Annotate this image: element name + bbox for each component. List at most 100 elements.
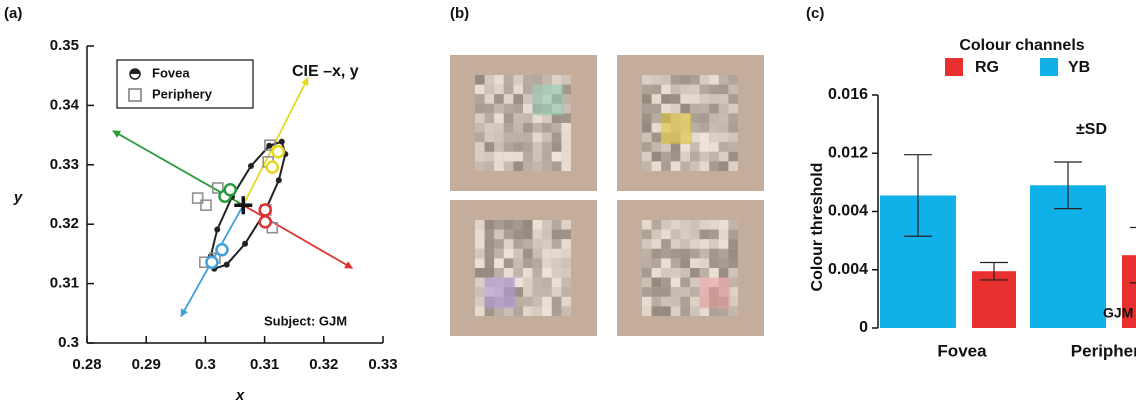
mosaic-cell bbox=[719, 220, 729, 230]
mosaic-cell bbox=[542, 278, 552, 288]
legend-label: Periphery bbox=[152, 86, 213, 101]
mosaic-cell bbox=[485, 152, 495, 162]
x-tick-label: Periphery bbox=[1071, 341, 1136, 360]
mosaic-cell bbox=[523, 113, 533, 123]
mosaic-cell bbox=[542, 220, 552, 230]
mosaic-cell bbox=[485, 123, 495, 133]
mosaic-cell bbox=[561, 142, 571, 152]
mosaic-cell bbox=[690, 94, 700, 104]
mosaic-cell bbox=[709, 268, 719, 278]
mosaic-cell bbox=[652, 133, 662, 143]
mosaic-cell bbox=[700, 123, 710, 133]
mosaic-cell bbox=[680, 306, 690, 316]
mosaic-cell bbox=[494, 239, 504, 249]
legend-label: YB bbox=[1068, 59, 1090, 76]
mosaic-cell bbox=[661, 85, 671, 95]
x-axis-label: x bbox=[235, 387, 245, 404]
mosaic-cell bbox=[671, 278, 681, 288]
mosaic-cell bbox=[561, 306, 571, 316]
mosaic-cell bbox=[513, 85, 523, 95]
mosaic-cell bbox=[680, 258, 690, 268]
mosaic-cell bbox=[700, 230, 710, 240]
mosaic-cell bbox=[494, 230, 504, 240]
mosaic-cell bbox=[700, 249, 710, 259]
mosaic-cell bbox=[709, 85, 719, 95]
mosaic-cell bbox=[671, 306, 681, 316]
x-tick-label: 0.31 bbox=[250, 356, 279, 373]
mosaic-cell bbox=[561, 249, 571, 259]
mosaic-cell bbox=[709, 230, 719, 240]
mosaic-cell bbox=[661, 287, 671, 297]
target-patch bbox=[661, 113, 692, 144]
mosaic-cell bbox=[652, 152, 662, 162]
mosaic-cell bbox=[652, 113, 662, 123]
mosaic-cell bbox=[700, 152, 710, 162]
mosaic-cell bbox=[642, 94, 652, 104]
mosaic-cell bbox=[552, 152, 562, 162]
mosaic-cell bbox=[513, 239, 523, 249]
mosaic-cell bbox=[642, 161, 652, 171]
mosaic-cell bbox=[700, 104, 710, 114]
mosaic-cell bbox=[642, 306, 652, 316]
mosaic-cell bbox=[504, 123, 514, 133]
mosaic-cell bbox=[680, 249, 690, 259]
mosaic-cell bbox=[552, 278, 562, 288]
mosaic-cell bbox=[494, 94, 504, 104]
mosaic-cell bbox=[700, 142, 710, 152]
mosaic-cell bbox=[671, 161, 681, 171]
mosaic-cell bbox=[552, 75, 562, 85]
mosaic-cell bbox=[485, 268, 495, 278]
mosaic-cell bbox=[552, 230, 562, 240]
mosaic-cell bbox=[671, 230, 681, 240]
mosaic-cell bbox=[552, 258, 562, 268]
mosaic-cell bbox=[690, 306, 700, 316]
mosaic-cell bbox=[561, 123, 571, 133]
y-tick-label: 0.004 bbox=[828, 203, 868, 220]
mosaic-cell bbox=[709, 152, 719, 162]
mosaic-cell bbox=[485, 230, 495, 240]
fovea-point bbox=[260, 204, 271, 215]
target-patch bbox=[700, 278, 731, 309]
mosaic-cell bbox=[652, 161, 662, 171]
mosaic-cell bbox=[504, 258, 514, 268]
mosaic-cell bbox=[494, 152, 504, 162]
mosaic-cell bbox=[552, 220, 562, 230]
mosaic-cell bbox=[523, 239, 533, 249]
figure: (a) (b) (c) 0.280.290.30.310.320.330.30.… bbox=[0, 0, 1136, 407]
mosaic-cell bbox=[642, 113, 652, 123]
mosaic-cell bbox=[690, 75, 700, 85]
mosaic-cell bbox=[533, 75, 543, 85]
mosaic-cell bbox=[485, 161, 495, 171]
mosaic-cell bbox=[671, 268, 681, 278]
mosaic-cell bbox=[728, 94, 738, 104]
mosaic-cell bbox=[728, 75, 738, 85]
mosaic-cell bbox=[523, 85, 533, 95]
mosaic-cell bbox=[700, 85, 710, 95]
mosaic-cell bbox=[652, 239, 662, 249]
mosaic-cell bbox=[690, 220, 700, 230]
mosaic-cell bbox=[709, 258, 719, 268]
mosaic-cell bbox=[671, 239, 681, 249]
mosaic-cell bbox=[671, 94, 681, 104]
mosaic-cell bbox=[523, 123, 533, 133]
mosaic-cell bbox=[485, 142, 495, 152]
mosaic-cell bbox=[561, 133, 571, 143]
mosaic-cell bbox=[485, 85, 495, 95]
mosaic-cell bbox=[475, 123, 485, 133]
mosaic-cell bbox=[728, 85, 738, 95]
mosaic-cell bbox=[690, 161, 700, 171]
mosaic-cell bbox=[680, 85, 690, 95]
mosaic-cell bbox=[680, 75, 690, 85]
mosaic-cell bbox=[513, 220, 523, 230]
mosaic-cell bbox=[513, 268, 523, 278]
mosaic-cell bbox=[661, 249, 671, 259]
mosaic-cell bbox=[719, 123, 729, 133]
mosaic-cell bbox=[700, 239, 710, 249]
mosaic-cell bbox=[552, 161, 562, 171]
mosaic-cell bbox=[661, 94, 671, 104]
mosaic-cell bbox=[690, 104, 700, 114]
mosaic-cell bbox=[728, 220, 738, 230]
mosaic-cell bbox=[680, 161, 690, 171]
mosaic-cell bbox=[700, 220, 710, 230]
mosaic-cell bbox=[504, 161, 514, 171]
